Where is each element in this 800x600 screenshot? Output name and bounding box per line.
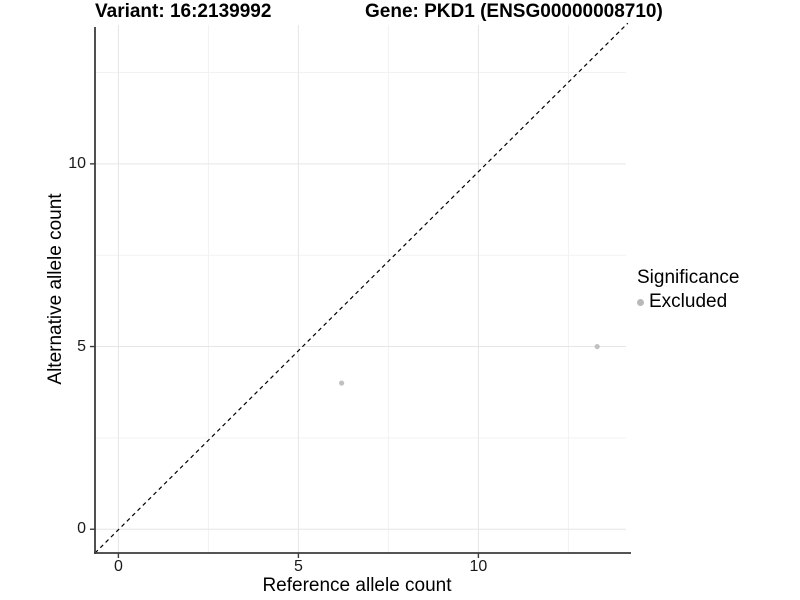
- data-point: [594, 343, 600, 350]
- legend-title: Significance: [637, 267, 740, 288]
- gridlines-minor: [95, 25, 626, 553]
- y-axis-title: Alternative allele count: [45, 193, 66, 385]
- excluded-point-icon: [637, 298, 644, 306]
- identity-line: [94, 22, 629, 554]
- data-point: [339, 380, 345, 386]
- gridlines-major: [95, 25, 626, 553]
- data-points: [339, 343, 600, 386]
- x-tick-label: 0: [113, 558, 123, 575]
- y-tick-label: 10: [68, 154, 86, 172]
- gene-title: Gene: PKD1 (ENSG00000008710): [365, 1, 663, 22]
- legend-entry-excluded: Excluded: [637, 291, 739, 313]
- legend: Significance Excluded: [637, 267, 739, 313]
- x-tick-label: 5: [293, 558, 303, 575]
- variant-title: Variant: 16:2139992: [95, 1, 272, 22]
- y-tick-label: 0: [77, 520, 86, 538]
- tick-marks: [90, 163, 480, 558]
- x-axis-title: Reference allele count: [262, 575, 452, 596]
- legend-entry-label: Excluded: [649, 291, 728, 312]
- x-tick-label: 10: [469, 558, 488, 575]
- y-tick-label: 5: [77, 337, 86, 355]
